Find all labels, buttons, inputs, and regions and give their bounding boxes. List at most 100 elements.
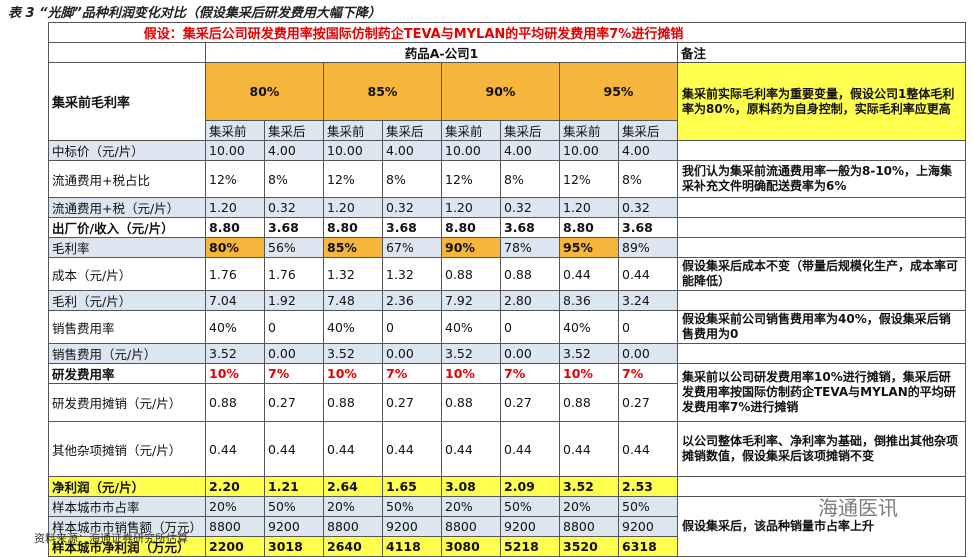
cell: 20% [441, 496, 501, 517]
cell: 0.00 [500, 343, 560, 364]
cell: 5218 [500, 536, 560, 557]
row-label: 毛利率 [48, 237, 206, 258]
assumption: 假设：集采后公司研发费用率按国际仿制药企TEVA与MYLAN的平均研发费用率7%… [47, 22, 967, 43]
cell: 10.00 [205, 140, 265, 161]
blank-cell [676, 290, 967, 311]
cell: 1.32 [382, 257, 442, 291]
cell: 40% [323, 310, 383, 344]
cell: 0.44 [441, 421, 501, 477]
cell: 12% [323, 160, 383, 198]
table-row: 成本（元/片） 1.76 1.76 1.32 1.32 0.88 0.88 0.44 0.44 假… [48, 257, 967, 291]
cell: 8% [500, 160, 560, 198]
phase-header: 集采前 [205, 120, 265, 141]
cell: 1.20 [205, 197, 265, 218]
blank-cell [676, 140, 967, 161]
cell: 2640 [323, 536, 383, 557]
cell: 0.88 [205, 383, 265, 422]
cell: 0 [382, 310, 442, 344]
cell: 2.53 [618, 476, 678, 497]
cell: 78% [500, 237, 560, 258]
profit-table: 假设：集采后公司研发费用率按国际仿制药企TEVA与MYLAN的平均研发费用率7%… [47, 22, 967, 557]
cell: 0 [264, 310, 324, 344]
cell: 50% [500, 496, 560, 517]
cell: 10.00 [323, 140, 383, 161]
cell: 7% [500, 363, 560, 384]
note: 集采前实际毛利率为重要变量，假设公司1整体毛利率为80%，原料药为自身控制，实际… [676, 62, 967, 141]
cell: 8800 [205, 516, 265, 537]
cell: 7.48 [323, 290, 383, 311]
cell: 20% [559, 496, 619, 517]
cell: 0.32 [382, 197, 442, 218]
rate-header: 80% [205, 62, 324, 121]
cell: 0.27 [264, 383, 324, 422]
cell: 56% [264, 237, 324, 258]
cell: 1.76 [205, 257, 265, 291]
title: 表 3 “光脚”品种利润变化对比（假设集采后研发费用大幅下降） [8, 6, 381, 21]
cell: 0.32 [618, 197, 678, 218]
table-row: 研发费用摊销（元/片） 0.88 0.27 0.88 0.27 0.88 0.27 0.88 0… [48, 383, 966, 422]
phase-header: 集采后 [618, 120, 678, 141]
cell: 85% [323, 237, 383, 258]
cell: 3018 [264, 536, 324, 557]
rate-header: 90% [441, 62, 560, 121]
cell: 1.21 [264, 476, 324, 497]
cell: 3.68 [500, 217, 560, 238]
cell: 0.27 [500, 383, 560, 422]
cell: 1.65 [382, 476, 442, 497]
cell: 0 [500, 310, 560, 344]
table-row: 毛利率 80% 56% 85% 67% 90% 78% 95% 89% [48, 237, 967, 258]
row-label: 成本（元/片） [48, 257, 206, 291]
row-label: 流通费用+税（元/片） [48, 197, 206, 218]
row-label: 流通费用+税占比 [48, 160, 206, 198]
cell: 40% [441, 310, 501, 344]
cell: 10% [559, 363, 619, 384]
phase-header: 集采后 [264, 120, 324, 141]
cell: 0.00 [382, 343, 442, 364]
cell: 0.44 [618, 257, 678, 291]
table-row: 样本城市市销售额（万元） 8800 9200 8800 9200 8800 9200 8800… [48, 516, 966, 537]
cell: 9200 [382, 516, 442, 537]
cell: 8.80 [323, 217, 383, 238]
cell: 8800 [323, 516, 383, 537]
cell: 3.08 [441, 476, 501, 497]
cell: 7.04 [205, 290, 265, 311]
table-row: 流通费用+税（元/片） 1.20 0.32 1.20 0.32 1.20 0.32 1.20 0… [48, 197, 967, 218]
table-row: 研发费用率 10% 7% 10% 7% 10% 7% 10% 7% 集采前以公司研发费用率10%进… [48, 363, 967, 422]
cell: 20% [205, 496, 265, 517]
cell: 67% [382, 237, 442, 258]
cell: 8% [618, 160, 678, 198]
cell: 8.80 [205, 217, 265, 238]
cell: 4118 [382, 536, 442, 557]
cell: 8.80 [559, 217, 619, 238]
table-row: 出厂价/收入（元/片） 8.80 3.68 8.80 3.68 8.80 3.68 8.80 3… [48, 217, 967, 238]
cell: 1.20 [559, 197, 619, 218]
rate-label: 集采前毛利率 [48, 62, 206, 141]
source: 资料来源：海通证券研究所估算 [34, 532, 188, 545]
phase-header: 集采后 [382, 120, 442, 141]
cell: 10% [323, 363, 383, 384]
cell: 7% [618, 363, 678, 384]
cell: 10% [205, 363, 265, 384]
note: 假设集采前公司销售费用率为40%，假设集采后销售费用为0 [676, 310, 967, 344]
note-header: 备注 [676, 42, 967, 63]
cell: 4.00 [382, 140, 442, 161]
cell: 0.44 [323, 421, 383, 477]
cell: 0.88 [559, 383, 619, 422]
cell: 1.20 [441, 197, 501, 218]
table-row: 销售费用率 40% 0 40% 0 40% 0 40% 0 假设集采前公司销售费用率为40%，假设… [48, 310, 967, 344]
cell: 50% [382, 496, 442, 517]
cell: 0.88 [500, 257, 560, 291]
cell: 4.00 [500, 140, 560, 161]
cell: 9200 [618, 516, 678, 537]
cell: 3.52 [205, 343, 265, 364]
cell: 50% [618, 496, 678, 517]
row-label: 样本城市市销售额（万元） [48, 516, 206, 537]
group-header: 药品A-公司1 [205, 42, 678, 63]
phase-header: 集采前 [441, 120, 501, 141]
cell: 8% [382, 160, 442, 198]
cell: 8.36 [559, 290, 619, 311]
row-label: 其他杂项摊销（元/片） [48, 421, 206, 477]
cell: 20% [323, 496, 383, 517]
cell: 40% [559, 310, 619, 344]
